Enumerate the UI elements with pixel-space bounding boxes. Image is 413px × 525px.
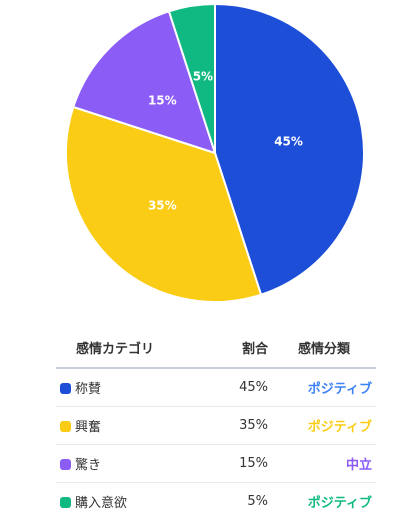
table-row: 称賛 45% ポジティブ — [56, 368, 376, 407]
row-ratio: 35% — [208, 406, 272, 445]
table-header-row: 感情カテゴリ 割合 感情分類 — [56, 330, 376, 369]
color-swatch — [60, 497, 71, 508]
table-row: 興奮 35% ポジティブ — [56, 406, 376, 445]
row-ratio: 15% — [208, 444, 272, 483]
row-classification: ポジティブ — [272, 406, 376, 445]
row-name-cell: 驚き — [56, 444, 208, 483]
legend-table: 感情カテゴリ 割合 感情分類 称賛 45% ポジティブ 興奮 35% ポジティブ… — [56, 330, 376, 520]
pie-slice-4 — [167, 2, 216, 154]
header-classification: 感情分類 — [272, 330, 376, 369]
row-name-cell: 称賛 — [56, 368, 208, 407]
pie-slice-label: 35% — [148, 199, 177, 213]
row-classification: ポジティブ — [307, 496, 372, 511]
row-ratio: 45% — [208, 368, 272, 407]
pie-chart: 45% 35% 15% 5% — [65, 2, 365, 303]
header-category: 感情カテゴリ — [56, 330, 208, 369]
pie-slice-label: 45% — [274, 134, 303, 148]
table-row: 購入意欲 5% ポジティブ — [56, 483, 376, 521]
row-classification: 中立 — [272, 444, 376, 483]
table-row: 驚き 15% 中立 — [56, 444, 376, 483]
pie-slice-1 — [214, 2, 365, 296]
row-ratio: 5% — [247, 494, 268, 509]
header-ratio: 割合 — [208, 330, 272, 369]
color-swatch — [60, 421, 71, 432]
row-name: 興奮 — [75, 420, 102, 435]
row-name-cell: 購入意欲 — [56, 483, 208, 521]
pie-chart-svg: 45% 35% 15% 5% — [65, 2, 365, 303]
row-name-cell: 興奮 — [56, 406, 208, 445]
pie-slice-label: 5% — [193, 69, 213, 83]
color-swatch — [60, 383, 71, 394]
color-swatch — [60, 459, 71, 470]
row-name: 称賛 — [75, 382, 102, 397]
row-name: 驚き — [75, 458, 102, 473]
row-name: 購入意欲 — [75, 496, 128, 511]
row-classification: ポジティブ — [272, 368, 376, 407]
pie-slice-label: 15% — [148, 93, 177, 107]
pie-slice-2 — [65, 105, 263, 303]
